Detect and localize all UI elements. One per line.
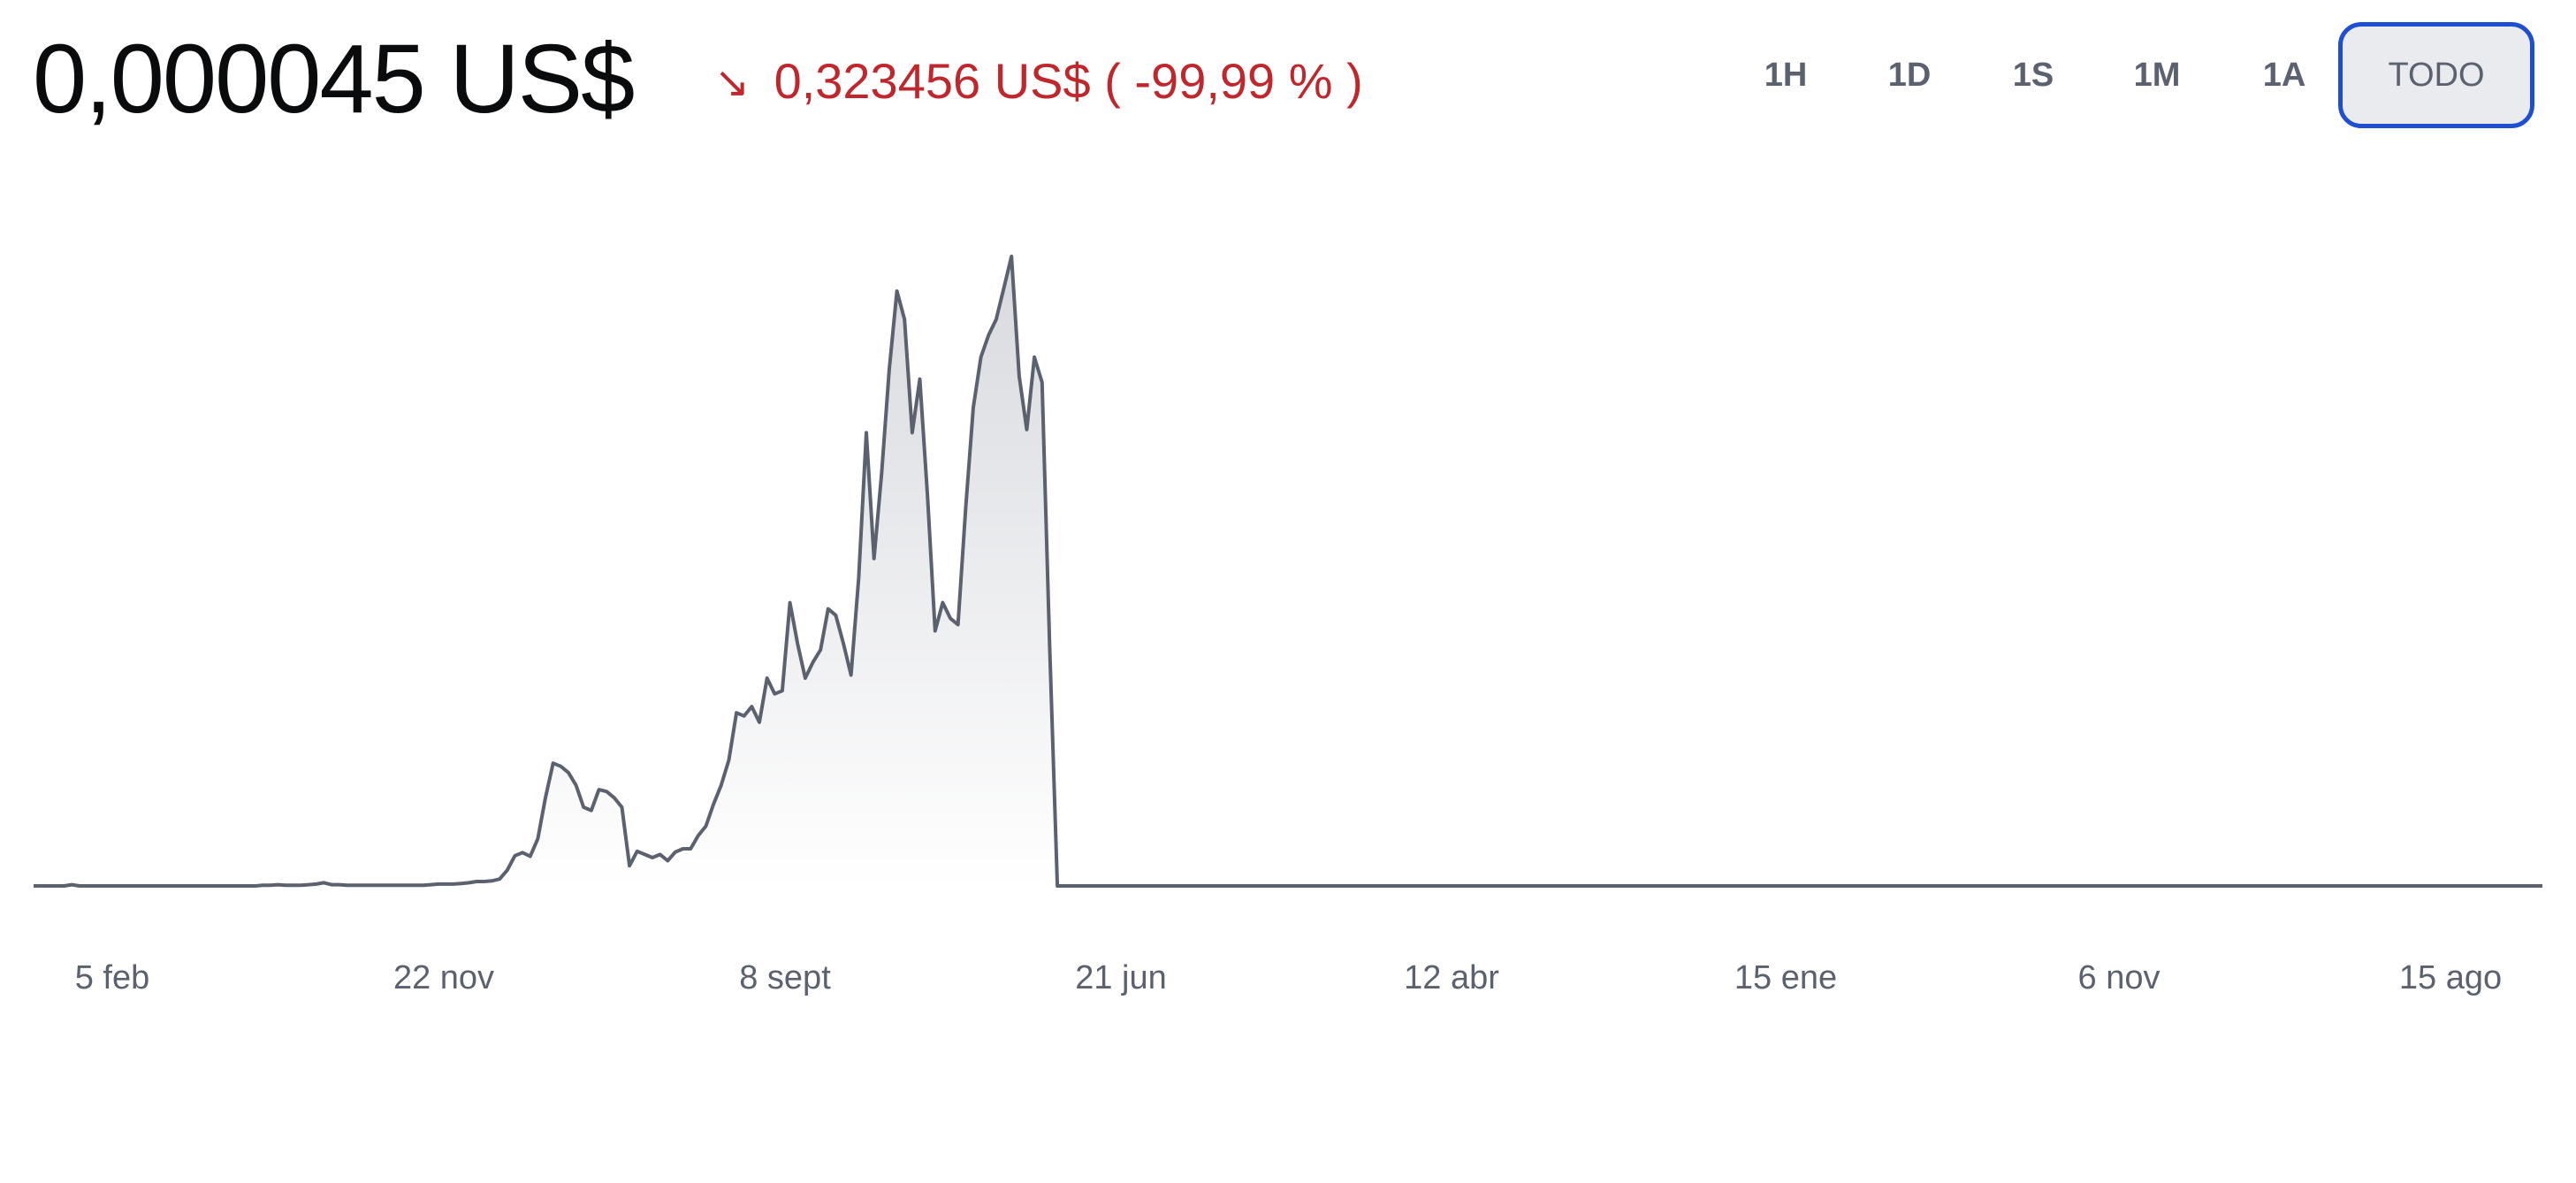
- price-area-fill: [34, 256, 2542, 886]
- tab-1d[interactable]: 1D: [1887, 57, 1932, 94]
- x-tick-label: 6 nov: [2078, 959, 2161, 996]
- x-tick-label: 15 ene: [1734, 959, 1837, 996]
- current-price: 0,000045 US$: [33, 25, 635, 134]
- x-tick-label: 22 nov: [393, 959, 494, 996]
- x-tick-label: 5 feb: [75, 959, 150, 996]
- time-range-selector: 1H 1D 1S 1M 1A TODO: [1728, 22, 2542, 134]
- price-chart[interactable]: 5 feb 22 nov 8 sept 21 jun 12 abr 15 ene 6 nov…: [0, 150, 2576, 1183]
- x-tick-label: 12 abr: [1404, 959, 1499, 996]
- x-tick-label: 8 sept: [739, 959, 831, 996]
- tab-todo[interactable]: TODO: [2338, 22, 2534, 128]
- price-change-percent: ( -99,99 % ): [1104, 53, 1363, 109]
- x-tick-label: 21 jun: [1075, 959, 1167, 996]
- tab-1m[interactable]: 1M: [2133, 57, 2181, 94]
- price-change: ↘ 0,323456 US$ ( -99,99 % ): [714, 46, 1363, 118]
- price-change-amount: 0,323456 US$: [774, 53, 1091, 109]
- x-tick-label: 15 ago: [2399, 959, 2502, 996]
- price-series-line: [34, 255, 2542, 888]
- tab-1a[interactable]: 1A: [2262, 57, 2306, 94]
- tab-1h[interactable]: 1H: [1764, 57, 1808, 94]
- price-chart-svg: 5 feb 22 nov 8 sept 21 jun 12 abr 15 ene 6 nov…: [34, 255, 2542, 996]
- price-header: 0,000045 US$ ↘ 0,323456 US$ ( -99,99 % )…: [0, 0, 2576, 150]
- trend-down-arrow-icon: ↘: [714, 59, 751, 106]
- tab-1s[interactable]: 1S: [2012, 57, 2054, 94]
